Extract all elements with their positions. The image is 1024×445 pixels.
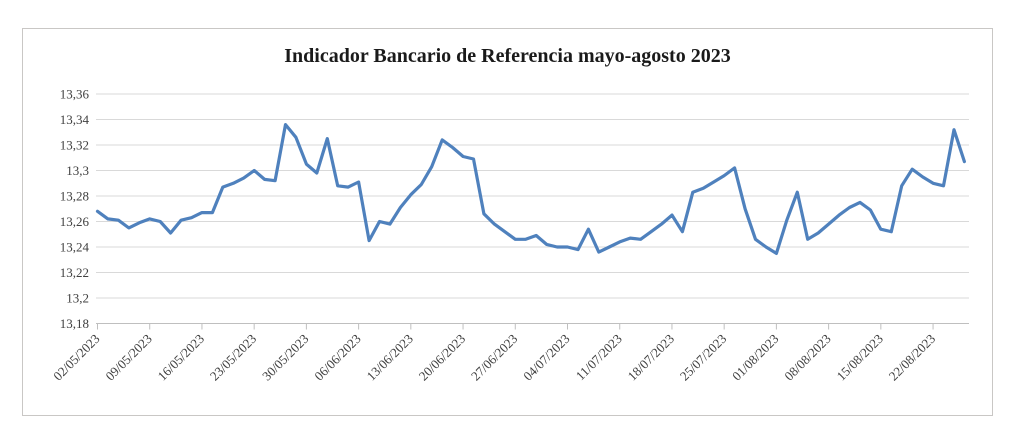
x-axis-tick-label: 20/06/2023	[416, 331, 468, 383]
x-axis-tick-label: 16/05/2023	[155, 331, 207, 383]
line-chart: 13,36 13,34 13,32 13,3 13,28 13,26 13,24 13,22 1…	[50, 87, 969, 384]
x-axis-tick-label: 08/08/2023	[781, 331, 833, 383]
x-axis-tick-label: 30/05/2023	[259, 331, 311, 383]
x-axis-tick-label: 01/08/2023	[729, 331, 781, 383]
x-axis-tick-label: 11/07/2023	[573, 331, 625, 383]
y-axis-tick-label: 13,34	[60, 112, 90, 127]
y-axis-tick-label: 13,26	[60, 214, 90, 229]
chart-container: Indicador Bancario de Referencia mayo-ag…	[22, 28, 993, 416]
x-axis-tick-label: 27/06/2023	[468, 331, 520, 383]
x-axis-tick-label: 22/08/2023	[886, 331, 938, 383]
y-axis-tick-label: 13,18	[60, 316, 89, 331]
x-axis-tick-label: 13/06/2023	[363, 331, 415, 383]
y-axis-tick-label: 13,2	[66, 291, 89, 306]
x-axis-tick-label: 23/05/2023	[207, 331, 259, 383]
y-axis-tick-label: 13,22	[60, 265, 89, 280]
x-axis-tick-label: 15/08/2023	[833, 331, 885, 383]
x-axis-tick-label: 04/07/2023	[520, 331, 572, 383]
x-axis-tick-label: 06/06/2023	[311, 331, 363, 383]
y-axis-tick-label: 13,3	[66, 163, 89, 178]
y-axis-tick-label: 13,28	[60, 189, 89, 204]
y-axis-tick-label: 13,32	[60, 138, 89, 153]
y-axis-tick-label: 13,36	[60, 87, 90, 102]
y-axis-tick-label: 13,24	[60, 240, 90, 255]
x-axis-tick-label: 18/07/2023	[625, 331, 677, 383]
series-line	[95, 122, 967, 255]
x-axis-tick-label: 02/05/2023	[50, 331, 102, 383]
x-axis-tick-label: 25/07/2023	[677, 331, 729, 383]
chart-title: Indicador Bancario de Referencia mayo-ag…	[284, 45, 731, 67]
x-axis-tick-label: 09/05/2023	[102, 331, 154, 383]
